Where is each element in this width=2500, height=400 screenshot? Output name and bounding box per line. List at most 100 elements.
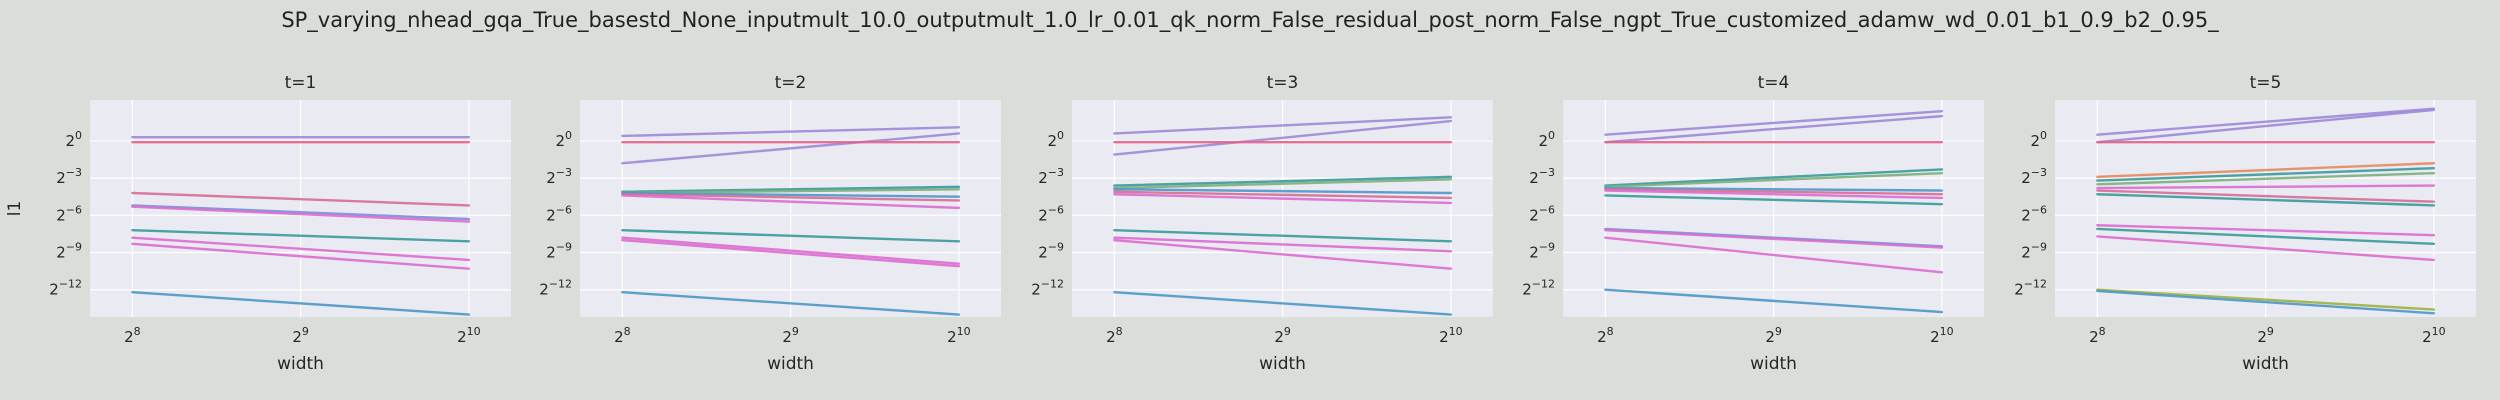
series-line	[1604, 171, 1944, 189]
series-line	[1113, 190, 1453, 200]
x-tick-label: 29	[1765, 325, 1782, 346]
y-tick-label: 2−3	[56, 166, 82, 187]
y-tick-label: 2−3	[1529, 166, 1555, 187]
series-line	[2096, 289, 2436, 315]
series-line	[1113, 291, 1453, 316]
x-axis-label: width	[1259, 354, 1306, 374]
series-line	[131, 204, 471, 221]
series-line	[1604, 109, 1944, 136]
panel-title: t=3	[1267, 73, 1299, 93]
series-line	[1604, 189, 1944, 200]
x-tick-label: 28	[2089, 325, 2106, 346]
x-axis-label: width	[277, 354, 324, 374]
y-tick-label: 2−9	[1038, 241, 1064, 262]
series-line	[131, 291, 471, 316]
y-tick-label: 2−9	[2021, 241, 2047, 262]
y-tick-label: 2−6	[546, 203, 572, 224]
x-tick-label: 29	[782, 325, 799, 346]
y-tick-label: 2−9	[546, 241, 572, 262]
series-line	[621, 238, 961, 268]
y-tick-label: 20	[1538, 129, 1555, 150]
y-tick-label: 2−12	[49, 278, 82, 299]
series-line	[131, 228, 471, 243]
x-tick-label: 29	[2257, 325, 2274, 346]
series-line	[621, 291, 961, 316]
series-line	[1113, 193, 1453, 205]
series-line	[621, 236, 961, 265]
panel-title: t=2	[775, 73, 807, 93]
series-line	[1604, 168, 1944, 187]
y-axis-label: l1	[5, 201, 25, 217]
series-line	[1604, 288, 1944, 314]
series-line	[1604, 186, 1944, 192]
x-tick-label: 28	[1106, 325, 1123, 346]
series-line	[2096, 171, 2436, 186]
panel-title: t=1	[285, 73, 317, 93]
series-line	[1113, 175, 1453, 187]
x-axis-label: width	[2242, 354, 2289, 374]
series-line	[1604, 194, 1944, 206]
series-line	[1604, 114, 1944, 144]
y-tick-label: 2−9	[1529, 241, 1555, 262]
y-tick-label: 2−12	[2014, 278, 2047, 299]
series-line	[2096, 235, 2436, 262]
series-line	[131, 205, 471, 223]
series-line	[1113, 238, 1453, 270]
y-tick-label: 20	[1047, 129, 1064, 150]
series-line	[2096, 224, 2436, 237]
y-tick-label: 2−12	[1522, 278, 1555, 299]
panel-title: t=5	[2250, 73, 2282, 93]
series-line	[621, 185, 961, 193]
series-line	[131, 242, 471, 270]
x-tick-label: 210	[2422, 325, 2446, 346]
y-tick-label: 2−9	[56, 241, 82, 262]
series-line	[1604, 188, 1944, 196]
series-line	[2096, 184, 2436, 190]
x-axis-label: width	[767, 354, 814, 374]
x-tick-label: 28	[1597, 325, 1614, 346]
figure-title: SP_varying_nhead_gqa_True_basestd_None_i…	[281, 8, 2219, 32]
series-line	[2096, 108, 2436, 144]
series-line	[131, 191, 471, 207]
x-tick-label: 29	[1274, 325, 1291, 346]
y-tick-label: 2−6	[2021, 203, 2047, 224]
x-tick-label: 210	[1930, 325, 1954, 346]
series-line	[621, 194, 961, 210]
x-tick-label: 210	[1439, 325, 1463, 346]
series-line	[1113, 178, 1453, 190]
series-line	[621, 228, 961, 243]
series-line	[2096, 193, 2436, 207]
series-line	[2096, 166, 2436, 182]
y-tick-label: 20	[2030, 129, 2047, 150]
series-line	[621, 132, 961, 165]
y-tick-label: 2−6	[56, 203, 82, 224]
series-line	[1113, 228, 1453, 243]
series-line	[2096, 227, 2436, 246]
panel-title: t=4	[1758, 73, 1790, 93]
x-axis-label: width	[1750, 354, 1797, 374]
series-line	[621, 193, 961, 202]
y-tick-label: 20	[65, 129, 82, 150]
y-tick-label: 20	[555, 129, 572, 150]
series-line	[2096, 162, 2436, 179]
series-line	[1113, 236, 1453, 253]
y-tick-label: 2−12	[1031, 278, 1064, 299]
series-line	[1113, 188, 1453, 195]
y-tick-label: 2−3	[2021, 166, 2047, 187]
x-tick-label: 29	[292, 325, 309, 346]
x-tick-label: 28	[614, 325, 631, 346]
y-tick-label: 2−6	[1529, 203, 1555, 224]
y-tick-label: 2−12	[539, 278, 572, 299]
series-line	[621, 191, 961, 198]
series-line	[1113, 116, 1453, 135]
series-line	[1604, 227, 1944, 248]
x-tick-label: 210	[947, 325, 971, 346]
series-line	[1113, 119, 1453, 156]
series-line	[2096, 288, 2436, 311]
y-tick-label: 2−3	[546, 166, 572, 187]
series-line	[1604, 228, 1944, 249]
series-line	[1604, 236, 1944, 274]
y-tick-label: 2−6	[1038, 203, 1064, 224]
x-tick-label: 28	[124, 325, 141, 346]
